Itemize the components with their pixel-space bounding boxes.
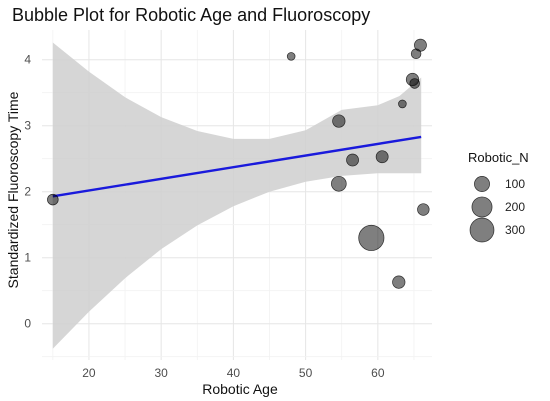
legend-key: [471, 196, 493, 218]
legend-label: 100: [505, 177, 525, 191]
data-point: [417, 203, 430, 216]
y-tick-label: 2: [24, 185, 31, 199]
points-layer: [47, 38, 430, 289]
data-point: [332, 114, 346, 128]
x-tick-label: 30: [154, 366, 168, 380]
data-point: [358, 224, 385, 251]
confidence-band-layer: [52, 42, 422, 349]
y-tick-label: 3: [24, 119, 31, 133]
x-tick-label: 60: [371, 366, 385, 380]
data-point: [47, 193, 59, 206]
y-axis-title: Standardized Fluoroscopy Time: [5, 91, 21, 288]
data-point: [346, 153, 359, 167]
data-point: [409, 78, 420, 89]
x-tick-label: 50: [299, 366, 313, 380]
data-point: [375, 150, 389, 164]
trend-layer: [52, 135, 422, 198]
legend-keys: 100 200 300: [469, 176, 525, 243]
y-tick-label: 0: [24, 317, 31, 331]
data-point: [392, 275, 406, 289]
trend-line: [52, 135, 422, 198]
y-tick-label: 1: [24, 251, 31, 265]
legend-title: Robotic_N: [468, 150, 529, 165]
chart-title: Bubble Plot for Robotic Age and Fluorosc…: [12, 5, 370, 25]
confidence-band: [52, 42, 422, 349]
y-ticks: 0 1 2 3 4: [24, 53, 31, 331]
legend-label: 200: [505, 200, 525, 214]
x-tick-label: 40: [227, 366, 241, 380]
data-point: [286, 52, 296, 61]
data-point: [398, 99, 407, 109]
y-tick-label: 4: [24, 53, 31, 67]
legend-label: 300: [505, 223, 525, 237]
x-tick-label: 20: [82, 366, 96, 380]
data-point: [414, 38, 427, 52]
legend-key: [469, 217, 495, 243]
legend-key: [474, 176, 490, 192]
x-axis-title: Robotic Age: [202, 381, 278, 397]
x-ticks: 20 30 40 50 60: [82, 366, 385, 380]
data-point: [331, 175, 347, 192]
